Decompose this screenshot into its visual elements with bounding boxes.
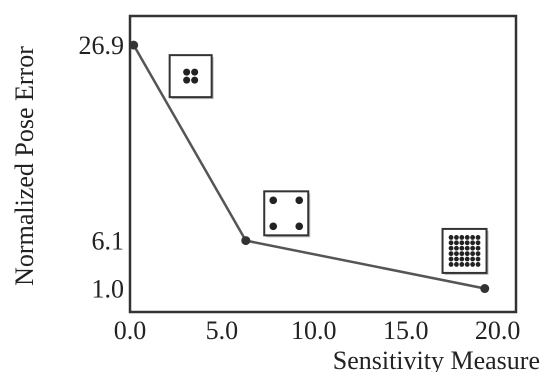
plot-frame xyxy=(128,14,518,314)
series-layer xyxy=(129,40,490,294)
x-tick-labels: 0.0 5.0 10.0 15.0 20.0 xyxy=(114,316,521,345)
y-tick-label: 1.0 xyxy=(92,275,125,304)
inset-four-spread-points xyxy=(263,190,311,238)
inset-dot xyxy=(475,251,481,257)
inset-dot xyxy=(454,251,459,257)
inset-dot xyxy=(470,262,476,267)
inset-dot xyxy=(464,251,470,257)
inset-dot xyxy=(448,235,454,240)
inset-dot xyxy=(459,262,465,267)
data-point-0-2 xyxy=(480,284,490,294)
x-tick-label: 5.0 xyxy=(206,316,239,345)
inset-dot xyxy=(295,196,304,205)
inset-dot xyxy=(454,245,459,251)
inset-dot xyxy=(459,245,465,251)
inset-dot xyxy=(459,251,465,257)
y-tick-label: 26.9 xyxy=(79,31,125,60)
inset-dot xyxy=(470,245,476,251)
inset-dot xyxy=(269,196,278,205)
inset-dot xyxy=(464,235,470,240)
inset-dot xyxy=(183,68,191,76)
data-point-0-0 xyxy=(129,40,139,50)
inset-dot xyxy=(464,245,470,251)
inset-dot xyxy=(459,235,465,240)
inset-dot xyxy=(269,222,278,231)
inset-dot xyxy=(183,76,191,84)
inset-frame xyxy=(168,54,213,99)
inset-dot xyxy=(459,256,465,262)
data-point-0-1 xyxy=(241,236,251,246)
inset-dot xyxy=(448,240,454,246)
inset-dot xyxy=(464,256,470,262)
inset-dot xyxy=(470,256,476,262)
inset-dot xyxy=(448,245,454,251)
x-tick-label: 15.0 xyxy=(383,316,429,345)
inset-dot xyxy=(454,235,459,240)
y-tick-label: 6.1 xyxy=(92,227,125,256)
inset-layer xyxy=(168,54,489,275)
inset-dot xyxy=(475,245,481,251)
inset-frame xyxy=(441,227,488,274)
inset-dot xyxy=(475,235,481,240)
inset-dot xyxy=(475,262,481,267)
inset-dot xyxy=(448,256,454,262)
inset-dot xyxy=(470,251,476,257)
inset-grid-points xyxy=(441,227,489,275)
inset-four-close-points xyxy=(168,54,214,100)
inset-dot xyxy=(464,262,470,267)
inset-dot xyxy=(191,76,199,84)
x-tick-label: 10.0 xyxy=(291,316,337,345)
inset-dot xyxy=(475,240,481,246)
inset-dot xyxy=(454,262,459,267)
inset-dot xyxy=(454,256,459,262)
x-tick-label: 20.0 xyxy=(475,316,521,345)
y-tick-labels: 1.0 6.1 26.9 xyxy=(79,31,125,303)
inset-dot xyxy=(464,240,470,246)
inset-dot xyxy=(295,222,304,231)
inset-dot xyxy=(470,240,476,246)
inset-dot xyxy=(448,262,454,267)
x-tick-label: 0.0 xyxy=(114,316,147,345)
inset-dot xyxy=(448,251,454,257)
inset-dot xyxy=(470,235,476,240)
inset-dot xyxy=(454,240,459,246)
inset-dot xyxy=(459,240,465,246)
x-axis-title: Sensitivity Measure xyxy=(333,346,540,372)
inset-dot xyxy=(191,68,199,76)
y-axis-title: Normalized Pose Error xyxy=(10,46,39,286)
inset-dot xyxy=(475,256,481,262)
